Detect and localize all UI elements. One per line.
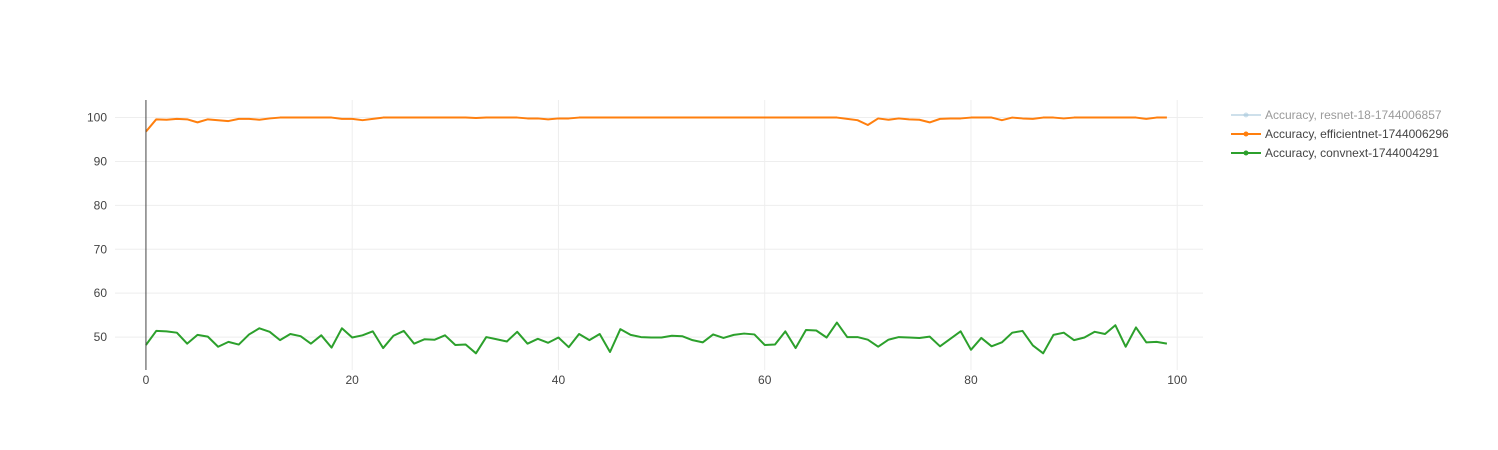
gridlines — [115, 100, 1203, 370]
legend-label: Accuracy, resnet-18-1744006857 — [1265, 108, 1442, 122]
legend-label: Accuracy, efficientnet-1744006296 — [1265, 127, 1449, 141]
series-lines — [145, 116, 1168, 355]
y-tick-label: 70 — [94, 242, 108, 256]
x-tick-label: 100 — [1167, 373, 1187, 387]
legend: Accuracy, resnet-18-1744006857 Accuracy, … — [1231, 108, 1449, 160]
y-tick-label: 80 — [94, 198, 108, 212]
legend-item-1[interactable]: Accuracy, efficientnet-1744006296 — [1231, 127, 1449, 141]
legend-marker — [1243, 131, 1249, 137]
x-tick-label: 80 — [964, 373, 978, 387]
y-tick-label: 60 — [94, 286, 108, 300]
y-tick-label: 90 — [94, 154, 108, 168]
x-tick-label: 60 — [758, 373, 772, 387]
legend-marker — [1243, 112, 1249, 118]
y-tick-label: 50 — [94, 330, 108, 344]
legend-label: Accuracy, convnext-1744004291 — [1265, 146, 1439, 160]
x-tick-label: 40 — [552, 373, 566, 387]
legend-marker — [1243, 150, 1249, 156]
x-tick-label: 0 — [143, 373, 150, 387]
axes: 0 20 40 60 80 100 50 60 70 80 90 100 — [87, 100, 1188, 387]
x-tick-label: 20 — [346, 373, 360, 387]
series-line-2[interactable] — [145, 321, 1168, 355]
legend-item-2[interactable]: Accuracy, convnext-1744004291 — [1231, 146, 1439, 160]
y-tick-label: 100 — [87, 111, 107, 125]
series-line-1[interactable] — [145, 116, 1167, 133]
legend-item-0[interactable]: Accuracy, resnet-18-1744006857 — [1231, 108, 1442, 122]
